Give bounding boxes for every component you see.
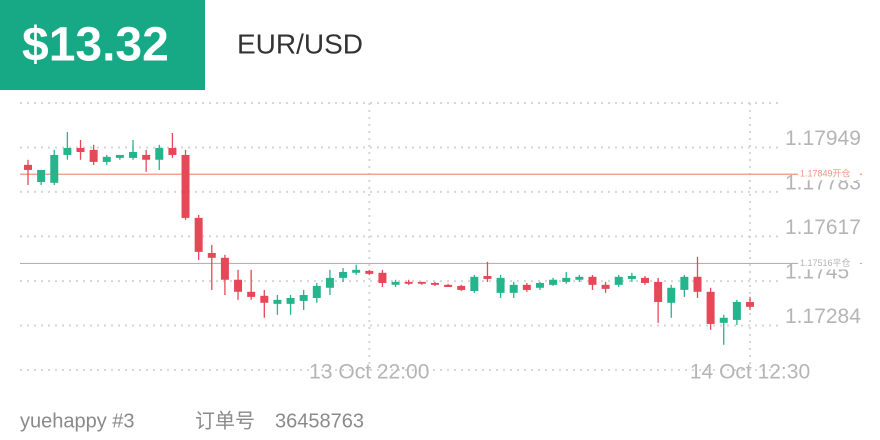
reference-label-bg bbox=[798, 168, 860, 181]
candle-body bbox=[286, 297, 295, 304]
candle-body bbox=[522, 284, 531, 290]
candle-body bbox=[299, 295, 308, 301]
candle-body bbox=[273, 299, 282, 304]
candle-body bbox=[562, 277, 571, 282]
candle-body bbox=[430, 282, 439, 285]
candle-body bbox=[391, 281, 400, 285]
y-tick-label: 1.17284 bbox=[785, 305, 861, 328]
candle-body bbox=[549, 279, 558, 285]
candle-body bbox=[654, 281, 663, 302]
candle-body bbox=[746, 301, 754, 307]
candle-body bbox=[76, 147, 85, 153]
candle-body bbox=[667, 287, 676, 303]
reference-label: 1.17516平仓 bbox=[800, 257, 851, 268]
candle-body bbox=[181, 154, 190, 218]
price-label: $13.32 bbox=[22, 19, 169, 72]
candle-body bbox=[496, 277, 505, 293]
candle-body bbox=[89, 149, 98, 162]
candle-body bbox=[247, 291, 256, 297]
candle-body bbox=[339, 271, 348, 278]
candle-body bbox=[457, 285, 466, 290]
candle-body bbox=[365, 270, 374, 274]
candle-body bbox=[234, 279, 243, 292]
candle-body bbox=[207, 252, 216, 258]
candle-body bbox=[325, 277, 334, 288]
candle-body bbox=[483, 276, 492, 279]
candle-body bbox=[417, 281, 426, 284]
candle-body bbox=[680, 276, 689, 290]
y-tick-label: 1.17617 bbox=[785, 216, 861, 239]
candle-body bbox=[155, 147, 164, 160]
x-tick-label: 14 Oct 12:30 bbox=[690, 361, 810, 384]
candle-body bbox=[220, 257, 229, 280]
candle-body bbox=[601, 284, 610, 289]
candle-body bbox=[63, 147, 72, 155]
candle-body bbox=[102, 156, 111, 162]
account: yuehappy #3 bbox=[20, 410, 135, 432]
candle-body bbox=[706, 291, 715, 324]
candle-body bbox=[732, 301, 741, 320]
candle-body bbox=[260, 295, 269, 303]
y-tick-label: 1.17949 bbox=[785, 127, 861, 150]
reference-label-bg bbox=[798, 257, 860, 270]
symbol: EUR/USD bbox=[237, 28, 363, 59]
candle-body bbox=[588, 276, 597, 285]
candle-body bbox=[444, 284, 453, 287]
candle-body bbox=[614, 276, 623, 285]
candle-body bbox=[404, 281, 413, 284]
candle-body bbox=[693, 276, 702, 292]
candle-body bbox=[352, 269, 361, 273]
candle-body bbox=[129, 152, 138, 158]
candle-body bbox=[24, 164, 32, 170]
price-badge bbox=[0, 0, 205, 90]
candle-body bbox=[142, 154, 151, 160]
order-id: 36458763 bbox=[275, 410, 364, 432]
candle-body bbox=[194, 217, 203, 252]
candle-body bbox=[312, 285, 321, 298]
candle-body bbox=[627, 276, 636, 279]
candle-body bbox=[719, 317, 728, 323]
candle-body bbox=[37, 169, 46, 183]
candle-body bbox=[509, 284, 518, 293]
candle-body bbox=[50, 154, 59, 183]
x-tick-label: 13 Oct 22:00 bbox=[309, 361, 429, 384]
candle-body bbox=[378, 272, 387, 283]
candle-body bbox=[470, 276, 479, 291]
candle-body bbox=[575, 276, 584, 280]
candle-body bbox=[168, 147, 177, 155]
candle-body bbox=[640, 277, 649, 283]
candle-body bbox=[115, 154, 124, 158]
reference-label: 1.17849开仓 bbox=[800, 168, 851, 179]
order-label: 订单号 bbox=[195, 409, 255, 432]
candle-body bbox=[535, 282, 544, 288]
